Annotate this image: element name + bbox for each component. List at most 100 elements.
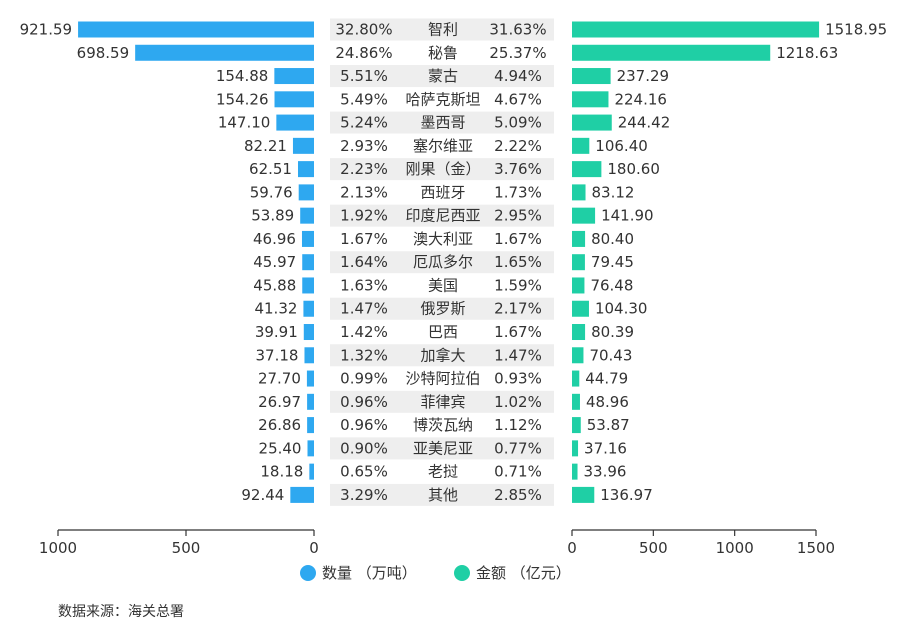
value-label-quantity: 147.10 bbox=[218, 114, 271, 132]
value-label-quantity: 41.32 bbox=[254, 300, 297, 318]
row-band bbox=[330, 344, 554, 367]
value-label-amount: 53.87 bbox=[587, 416, 630, 434]
value-label-quantity: 18.18 bbox=[260, 463, 303, 481]
category-label: 厄瓜多尔 bbox=[413, 253, 473, 271]
value-label-amount: 76.48 bbox=[590, 276, 633, 294]
value-label-quantity: 26.97 bbox=[258, 393, 301, 411]
share-label-amount: 2.17% bbox=[494, 300, 542, 318]
value-label-quantity: 46.96 bbox=[253, 230, 296, 248]
share-label-quantity: 1.64% bbox=[340, 253, 388, 271]
bar-quantity bbox=[304, 347, 314, 364]
share-label-quantity: 0.99% bbox=[340, 370, 388, 388]
row-band bbox=[330, 251, 554, 274]
share-label-amount: 5.09% bbox=[494, 114, 542, 132]
value-label-amount: 180.60 bbox=[607, 160, 660, 178]
value-label-quantity: 45.97 bbox=[253, 253, 296, 271]
share-label-amount: 0.77% bbox=[494, 439, 542, 457]
category-label: 俄罗斯 bbox=[420, 300, 465, 318]
share-label-amount: 1.47% bbox=[494, 346, 542, 364]
value-label-amount: 37.16 bbox=[584, 439, 627, 457]
category-label: 菲律宾 bbox=[420, 393, 465, 411]
legend-label-amount: 金额 （亿元） bbox=[476, 564, 571, 582]
share-label-amount: 1.12% bbox=[494, 416, 542, 434]
category-label: 美国 bbox=[428, 276, 458, 294]
share-label-quantity: 1.47% bbox=[340, 300, 388, 318]
row-band bbox=[330, 390, 554, 413]
value-label-amount: 44.79 bbox=[585, 370, 628, 388]
bar-quantity bbox=[307, 393, 314, 410]
share-label-quantity: 1.67% bbox=[340, 230, 388, 248]
category-label: 沙特阿拉伯 bbox=[405, 370, 480, 388]
value-label-amount: 104.30 bbox=[595, 300, 648, 318]
tick-label-amount: 0 bbox=[567, 539, 577, 557]
share-label-amount: 3.76% bbox=[494, 160, 542, 178]
share-label-quantity: 5.24% bbox=[340, 114, 388, 132]
value-label-amount: 33.96 bbox=[584, 463, 627, 481]
share-label-quantity: 1.63% bbox=[340, 276, 388, 294]
value-label-quantity: 53.89 bbox=[251, 207, 294, 225]
share-label-amount: 4.94% bbox=[494, 67, 542, 85]
share-label-quantity: 1.92% bbox=[340, 207, 388, 225]
bar-amount bbox=[572, 184, 586, 201]
row-band bbox=[330, 158, 554, 181]
share-label-quantity: 1.42% bbox=[340, 323, 388, 341]
bar-quantity bbox=[135, 44, 314, 61]
legend-marker-amount bbox=[454, 565, 470, 581]
bar-amount bbox=[572, 207, 596, 224]
bar-amount bbox=[572, 161, 602, 178]
bar-quantity bbox=[290, 486, 314, 503]
value-label-quantity: 59.76 bbox=[250, 183, 293, 201]
share-label-amount: 1.67% bbox=[494, 230, 542, 248]
bar-amount bbox=[572, 324, 586, 341]
row-band bbox=[330, 437, 554, 460]
bar-quantity bbox=[303, 300, 314, 317]
share-label-amount: 2.85% bbox=[494, 486, 542, 504]
value-label-amount: 237.29 bbox=[617, 67, 670, 85]
bar-quantity bbox=[274, 91, 314, 108]
legend-label-quantity: 数量 （万吨） bbox=[322, 564, 417, 582]
bar-amount bbox=[572, 417, 581, 434]
value-label-quantity: 26.86 bbox=[258, 416, 301, 434]
share-label-quantity: 24.86% bbox=[335, 44, 392, 62]
bar-quantity bbox=[301, 230, 314, 247]
bar-quantity bbox=[297, 161, 314, 178]
bar-amount bbox=[572, 44, 771, 61]
category-label: 蒙古 bbox=[428, 67, 458, 85]
legend-marker-quantity bbox=[300, 565, 316, 581]
value-label-amount: 80.40 bbox=[591, 230, 634, 248]
value-label-quantity: 698.59 bbox=[77, 44, 130, 62]
tick-label-amount: 1500 bbox=[797, 539, 835, 557]
bar-quantity bbox=[309, 463, 314, 480]
share-label-quantity: 0.90% bbox=[340, 439, 388, 457]
share-label-amount: 0.93% bbox=[494, 370, 542, 388]
category-label: 博茨瓦纳 bbox=[413, 416, 473, 434]
share-label-amount: 1.59% bbox=[494, 276, 542, 294]
share-label-amount: 31.63% bbox=[489, 21, 546, 39]
share-label-amount: 1.02% bbox=[494, 393, 542, 411]
bar-quantity bbox=[298, 184, 314, 201]
value-label-quantity: 92.44 bbox=[241, 486, 284, 504]
value-label-quantity: 921.59 bbox=[20, 21, 73, 39]
value-label-amount: 224.16 bbox=[614, 90, 667, 108]
bar-amount bbox=[572, 486, 595, 503]
category-label: 刚果（金） bbox=[405, 160, 480, 178]
share-label-amount: 2.95% bbox=[494, 207, 542, 225]
share-label-quantity: 2.13% bbox=[340, 183, 388, 201]
share-label-quantity: 0.96% bbox=[340, 393, 388, 411]
data-source-note: 数据来源：海关总署 bbox=[58, 604, 184, 620]
bar-amount bbox=[572, 230, 586, 247]
bar-amount bbox=[572, 254, 585, 271]
share-label-amount: 1.67% bbox=[494, 323, 542, 341]
tick-label-quantity: 500 bbox=[172, 539, 201, 557]
share-label-quantity: 0.65% bbox=[340, 463, 388, 481]
category-label: 亚美尼亚 bbox=[413, 439, 473, 457]
share-label-quantity: 2.23% bbox=[340, 160, 388, 178]
bar-quantity bbox=[307, 440, 314, 457]
bar-amount bbox=[572, 463, 578, 480]
bar-quantity bbox=[274, 68, 314, 85]
row-band bbox=[330, 204, 554, 227]
value-label-quantity: 82.21 bbox=[244, 137, 287, 155]
value-label-amount: 80.39 bbox=[591, 323, 634, 341]
tick-label-amount: 1000 bbox=[716, 539, 754, 557]
bar-amount bbox=[572, 370, 580, 387]
